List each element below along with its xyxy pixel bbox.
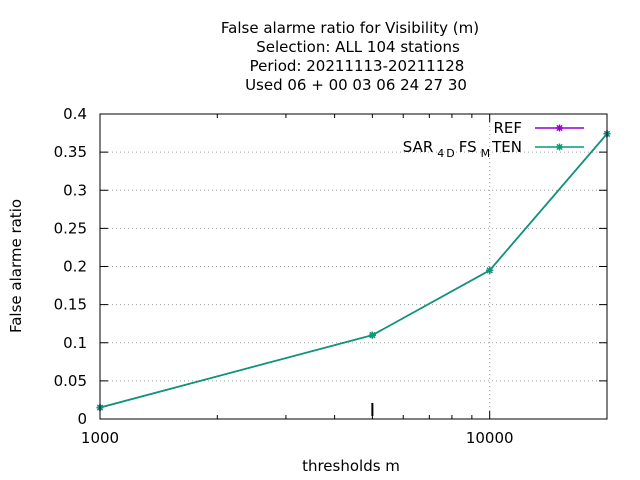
legend-sar-sub1: 4 [437, 147, 444, 160]
y-tick-label: 0.2 [63, 258, 87, 276]
y-tick-label: 0.35 [54, 143, 87, 161]
x-axis-label: thresholds m [302, 457, 400, 475]
title-line-2: Selection: ALL 104 stations [256, 38, 460, 56]
title-line-1: False alarme ratio for Visibility (m) [221, 19, 479, 37]
legend-sar-part1: SAR [403, 138, 433, 156]
y-tick-label: 0.4 [63, 105, 87, 123]
series-line [99, 133, 608, 409]
x-tick-label: 10000 [466, 429, 514, 447]
series-line [99, 133, 608, 409]
plot-border [99, 113, 608, 420]
y-tick-label: 0 [77, 410, 87, 428]
x-tick-labels: 1000 10000 [81, 429, 514, 447]
legend-sar-part3: TEN [491, 138, 522, 156]
legend-label-ref: REF [493, 119, 522, 137]
grid [99, 113, 607, 420]
legend-sar-part2: FS [459, 138, 477, 156]
y-tick-label: 0.1 [63, 334, 87, 352]
y-tick-label: 0.25 [54, 219, 87, 237]
y-tick-label: 0.05 [54, 372, 87, 390]
series [96, 130, 611, 412]
series-0 [96, 130, 611, 412]
data-point [486, 266, 494, 274]
y-tick-label: 0.15 [54, 296, 87, 314]
legend-marker [556, 124, 563, 132]
title-line-4: Used 06 + 00 03 06 24 27 30 [245, 76, 467, 94]
y-tick-label: 0.3 [63, 181, 87, 199]
legend-marker [556, 143, 563, 151]
data-point [368, 331, 376, 339]
title-line-3: Period: 20211113-20211128 [250, 57, 465, 75]
chart-title: False alarme ratio for Visibility (m) Se… [221, 19, 479, 94]
x-tick-label: 1000 [81, 429, 119, 447]
legend-label-sar: SAR 4 D FS M TEN [403, 138, 522, 160]
y-axis-label: False alarme ratio [7, 199, 25, 333]
y-tick-labels: 0 0.05 0.1 0.15 0.2 0.25 0.3 0.35 0.4 [54, 105, 87, 428]
series-1 [96, 130, 611, 412]
legend-sar-sub3: M [481, 147, 491, 160]
legend: REF SAR 4 D FS M TEN [403, 119, 584, 160]
legend-sar-sub2: D [446, 147, 454, 160]
